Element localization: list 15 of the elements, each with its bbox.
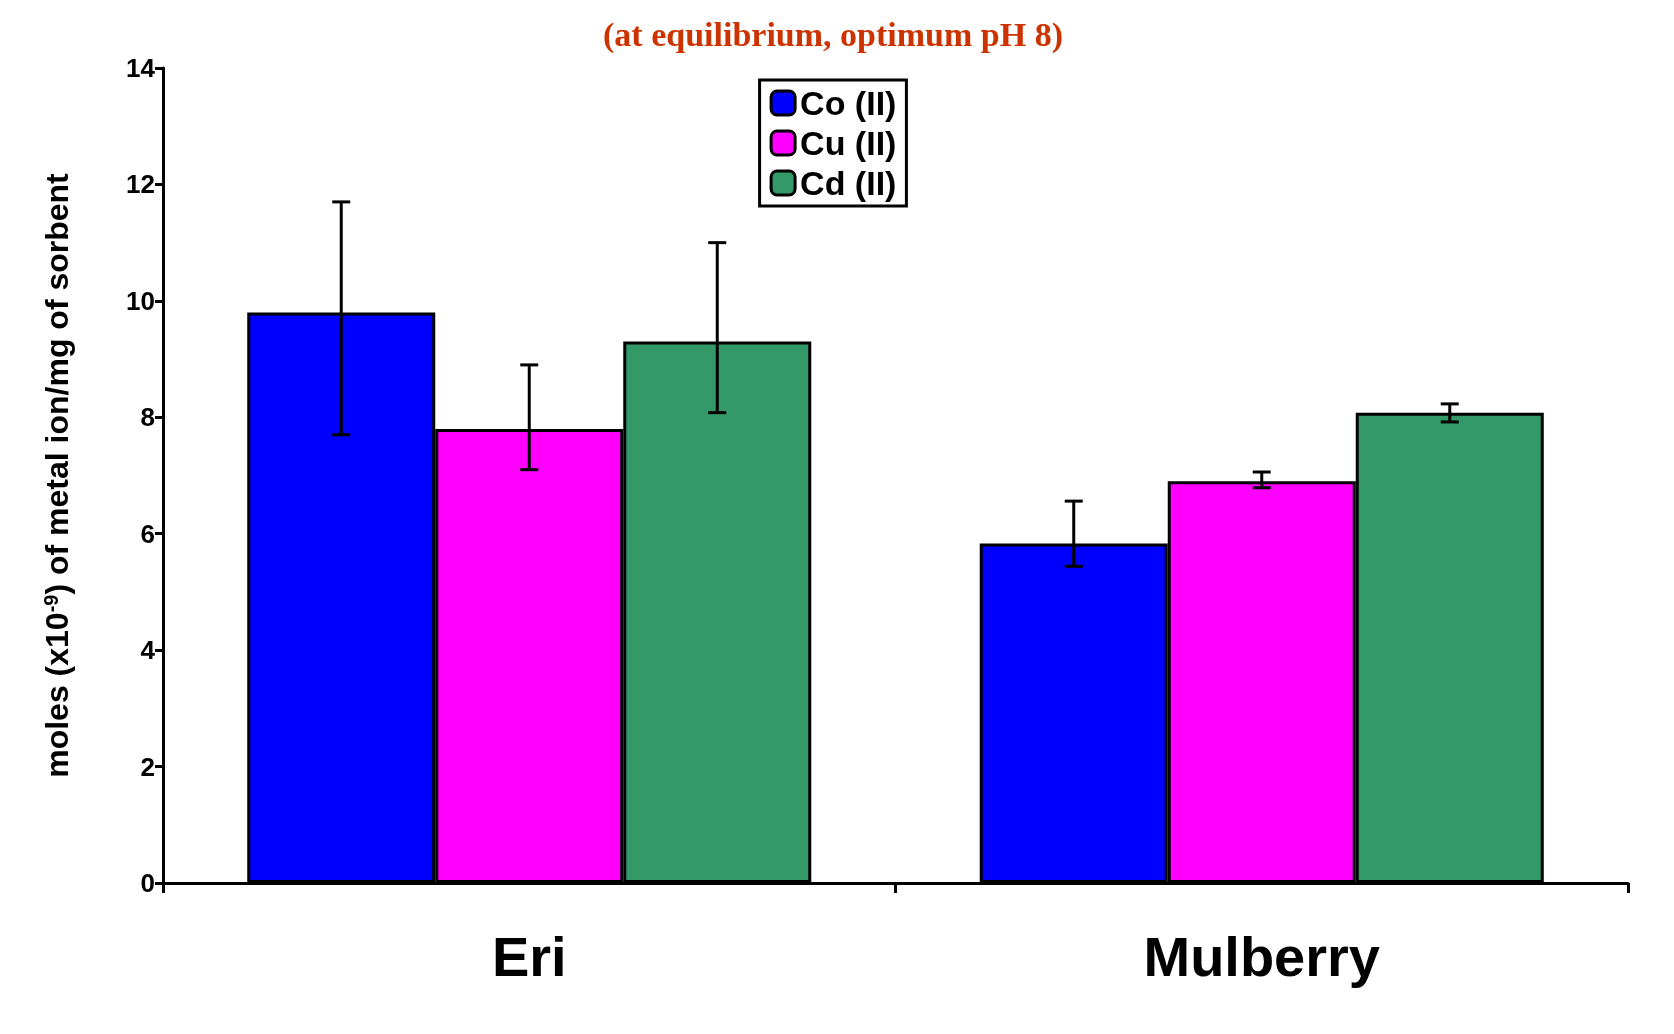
y-tick-label: 4 <box>140 635 156 666</box>
y-tick-label: 14 <box>126 53 156 83</box>
legend-label: Cd (II) <box>800 164 897 202</box>
chart-title: (at equilibrium, optimum pH 8) <box>603 15 1063 54</box>
y-tick-label: 6 <box>140 518 155 549</box>
x-tick-label: Mulberry <box>1143 924 1380 988</box>
y-tick-label: 0 <box>140 868 155 898</box>
legend-label: Cu (II) <box>800 124 897 162</box>
legend-label: Co (II) <box>800 84 897 122</box>
x-tick-label: Eri <box>491 924 567 988</box>
y-axis-title: moles (x10-9) of metal ion/mg of sorbent <box>39 172 75 778</box>
y-tick-label: 10 <box>126 285 155 316</box>
y-tick-label: 12 <box>126 169 155 200</box>
y-tick-label: 2 <box>140 751 155 782</box>
y-tick-label: 8 <box>140 402 155 433</box>
